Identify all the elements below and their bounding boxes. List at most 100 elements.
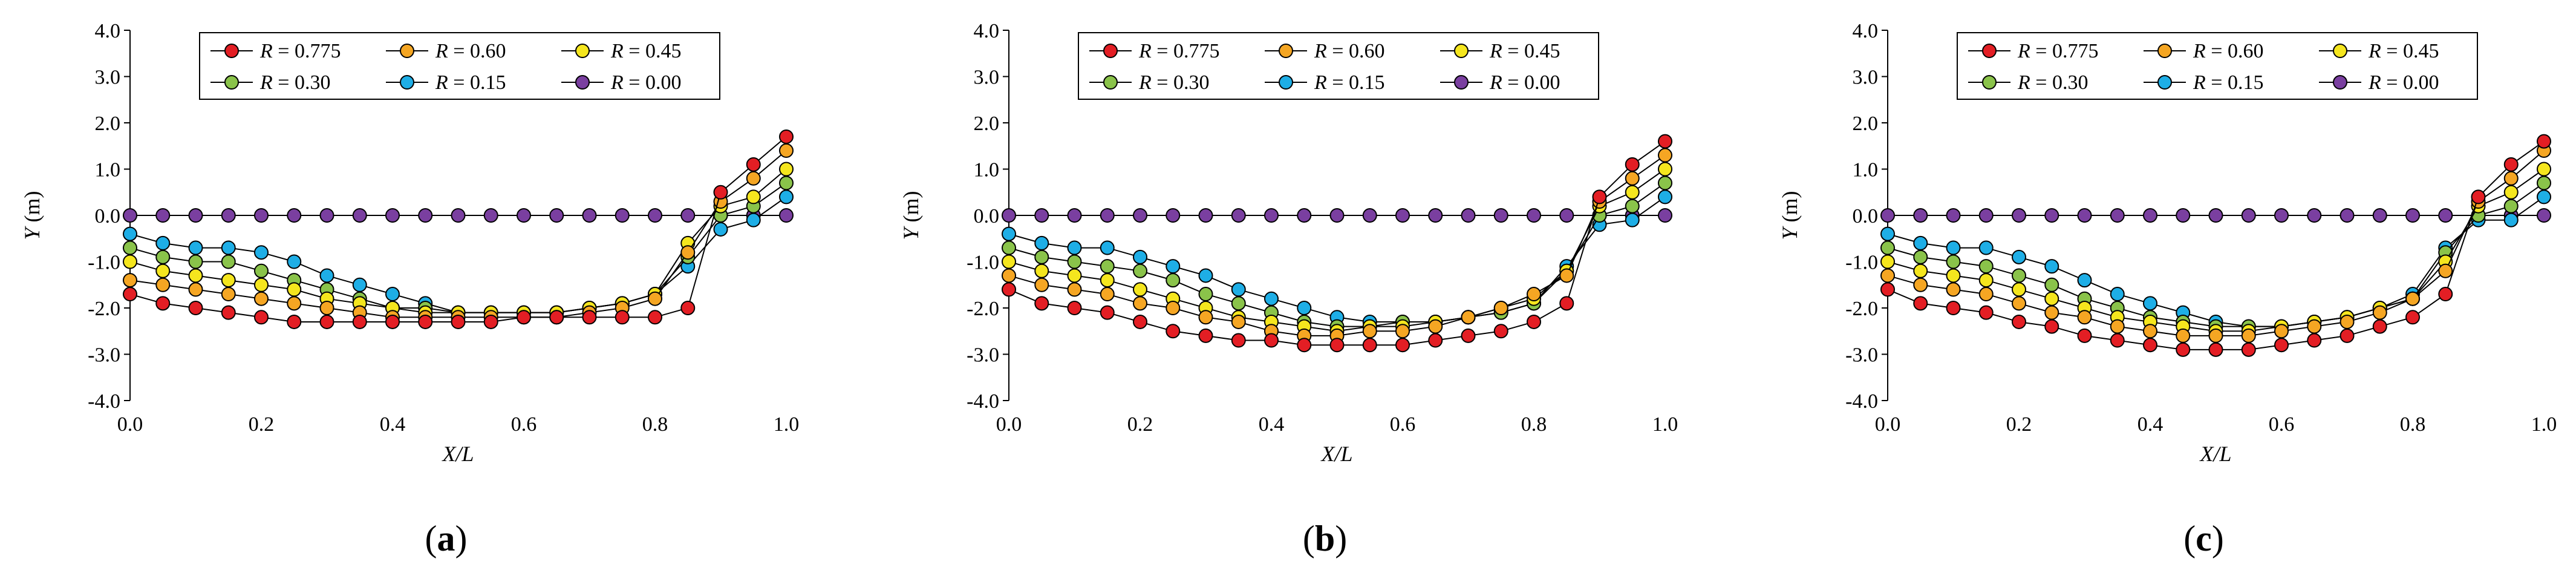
data-point [1100, 287, 1115, 302]
data-point [1362, 208, 1377, 223]
data-point [221, 254, 236, 269]
data-point [254, 310, 269, 325]
legend-swatch-marker [1982, 75, 1997, 90]
data-point [1100, 259, 1115, 274]
data-point [1231, 333, 1246, 348]
data-point [1880, 282, 1895, 297]
data-point [2340, 208, 2355, 223]
series-R-0-775 [1880, 134, 2551, 357]
data-point [155, 263, 171, 278]
data-point [1658, 189, 1672, 205]
y-tick-label: 1.0 [95, 159, 121, 182]
data-point [1100, 305, 1115, 320]
legend-label: R = 0.15 [2193, 71, 2263, 94]
y-tick-label: -1.0 [1845, 252, 1878, 274]
legend-label: R = 0.775 [259, 40, 341, 62]
data-point [1880, 208, 1895, 223]
series-R-0-775 [1002, 134, 1672, 353]
data-point [451, 314, 466, 329]
data-point [1166, 301, 1181, 315]
legend-label: R = 0.45 [1489, 40, 1560, 62]
data-point [2110, 319, 2125, 334]
panel-label: (a) [425, 519, 468, 558]
y-tick-label: -1.0 [967, 252, 999, 274]
legend-swatch-marker [2157, 75, 2172, 90]
panel-label: (b) [1303, 519, 1347, 558]
data-point [188, 208, 203, 223]
data-point [319, 301, 334, 315]
data-point [319, 208, 334, 223]
data-point [1002, 240, 1016, 255]
x-tick-label: 1.0 [774, 413, 800, 436]
data-point [155, 249, 171, 264]
x-tick-label: 0.4 [2137, 413, 2164, 436]
y-tick-label: -4.0 [1845, 390, 1878, 413]
y-tick-label: -3.0 [1845, 344, 1878, 367]
data-point [2307, 319, 2322, 334]
data-point [352, 277, 367, 292]
legend-swatch-marker [1454, 44, 1469, 58]
data-point [1658, 208, 1672, 223]
data-point [1946, 208, 1961, 223]
data-point [1592, 189, 1607, 205]
data-point [1913, 263, 1928, 278]
data-point [1493, 324, 1508, 339]
legend-box [1957, 32, 2478, 100]
series-R-0-00 [1002, 208, 1672, 223]
data-point [1067, 268, 1082, 283]
data-point [517, 310, 531, 325]
y-tick-label: 0.0 [95, 205, 121, 228]
legend-swatch-marker [575, 75, 590, 90]
data-point [2077, 208, 2092, 223]
data-point [1880, 254, 1895, 269]
legend-label: R = 0.60 [435, 40, 506, 62]
data-point [549, 208, 564, 223]
data-point [1231, 208, 1246, 223]
legend-label: R = 0.00 [1489, 71, 1560, 94]
x-tick-label: 0.2 [2006, 413, 2032, 436]
data-point [1461, 208, 1476, 223]
legend-label: R = 0.00 [2368, 71, 2439, 94]
data-point [1395, 338, 1410, 353]
data-point [2077, 273, 2092, 288]
data-point [1978, 273, 1994, 288]
data-point [319, 314, 334, 329]
data-point [123, 254, 137, 269]
data-point [1362, 338, 1377, 353]
data-point [1527, 314, 1541, 329]
data-point [155, 277, 171, 292]
data-point [1034, 235, 1049, 250]
x-tick-label: 0.0 [117, 413, 143, 436]
data-point [155, 296, 171, 311]
data-point [1329, 338, 1345, 353]
y-tick-label: 0.0 [974, 205, 1000, 228]
data-point [2012, 249, 2026, 264]
data-point [2503, 157, 2519, 172]
legend-swatch-marker [1454, 75, 1469, 90]
data-point [1913, 277, 1928, 292]
data-point [1329, 208, 1345, 223]
data-point [779, 175, 794, 191]
data-point [418, 208, 433, 223]
data-point [287, 296, 302, 311]
data-point [2372, 319, 2387, 334]
data-point [582, 208, 597, 223]
data-point [2044, 291, 2059, 306]
data-point [1946, 268, 1961, 283]
data-point [2176, 208, 2191, 223]
legend-label: R = 0.00 [610, 71, 681, 94]
data-point [2044, 305, 2059, 320]
data-point [1067, 254, 1082, 269]
data-point [188, 240, 203, 255]
legend-label: R = 0.30 [2017, 71, 2088, 94]
data-point [1978, 208, 1994, 223]
data-point [1034, 277, 1049, 292]
legend-label: R = 0.15 [435, 71, 506, 94]
x-tick-label: 0.4 [1259, 413, 1285, 436]
y-tick-label: 3.0 [974, 67, 1000, 89]
data-point [2537, 162, 2551, 177]
data-point [713, 221, 728, 237]
data-point [2274, 338, 2289, 353]
data-point [2537, 208, 2551, 223]
